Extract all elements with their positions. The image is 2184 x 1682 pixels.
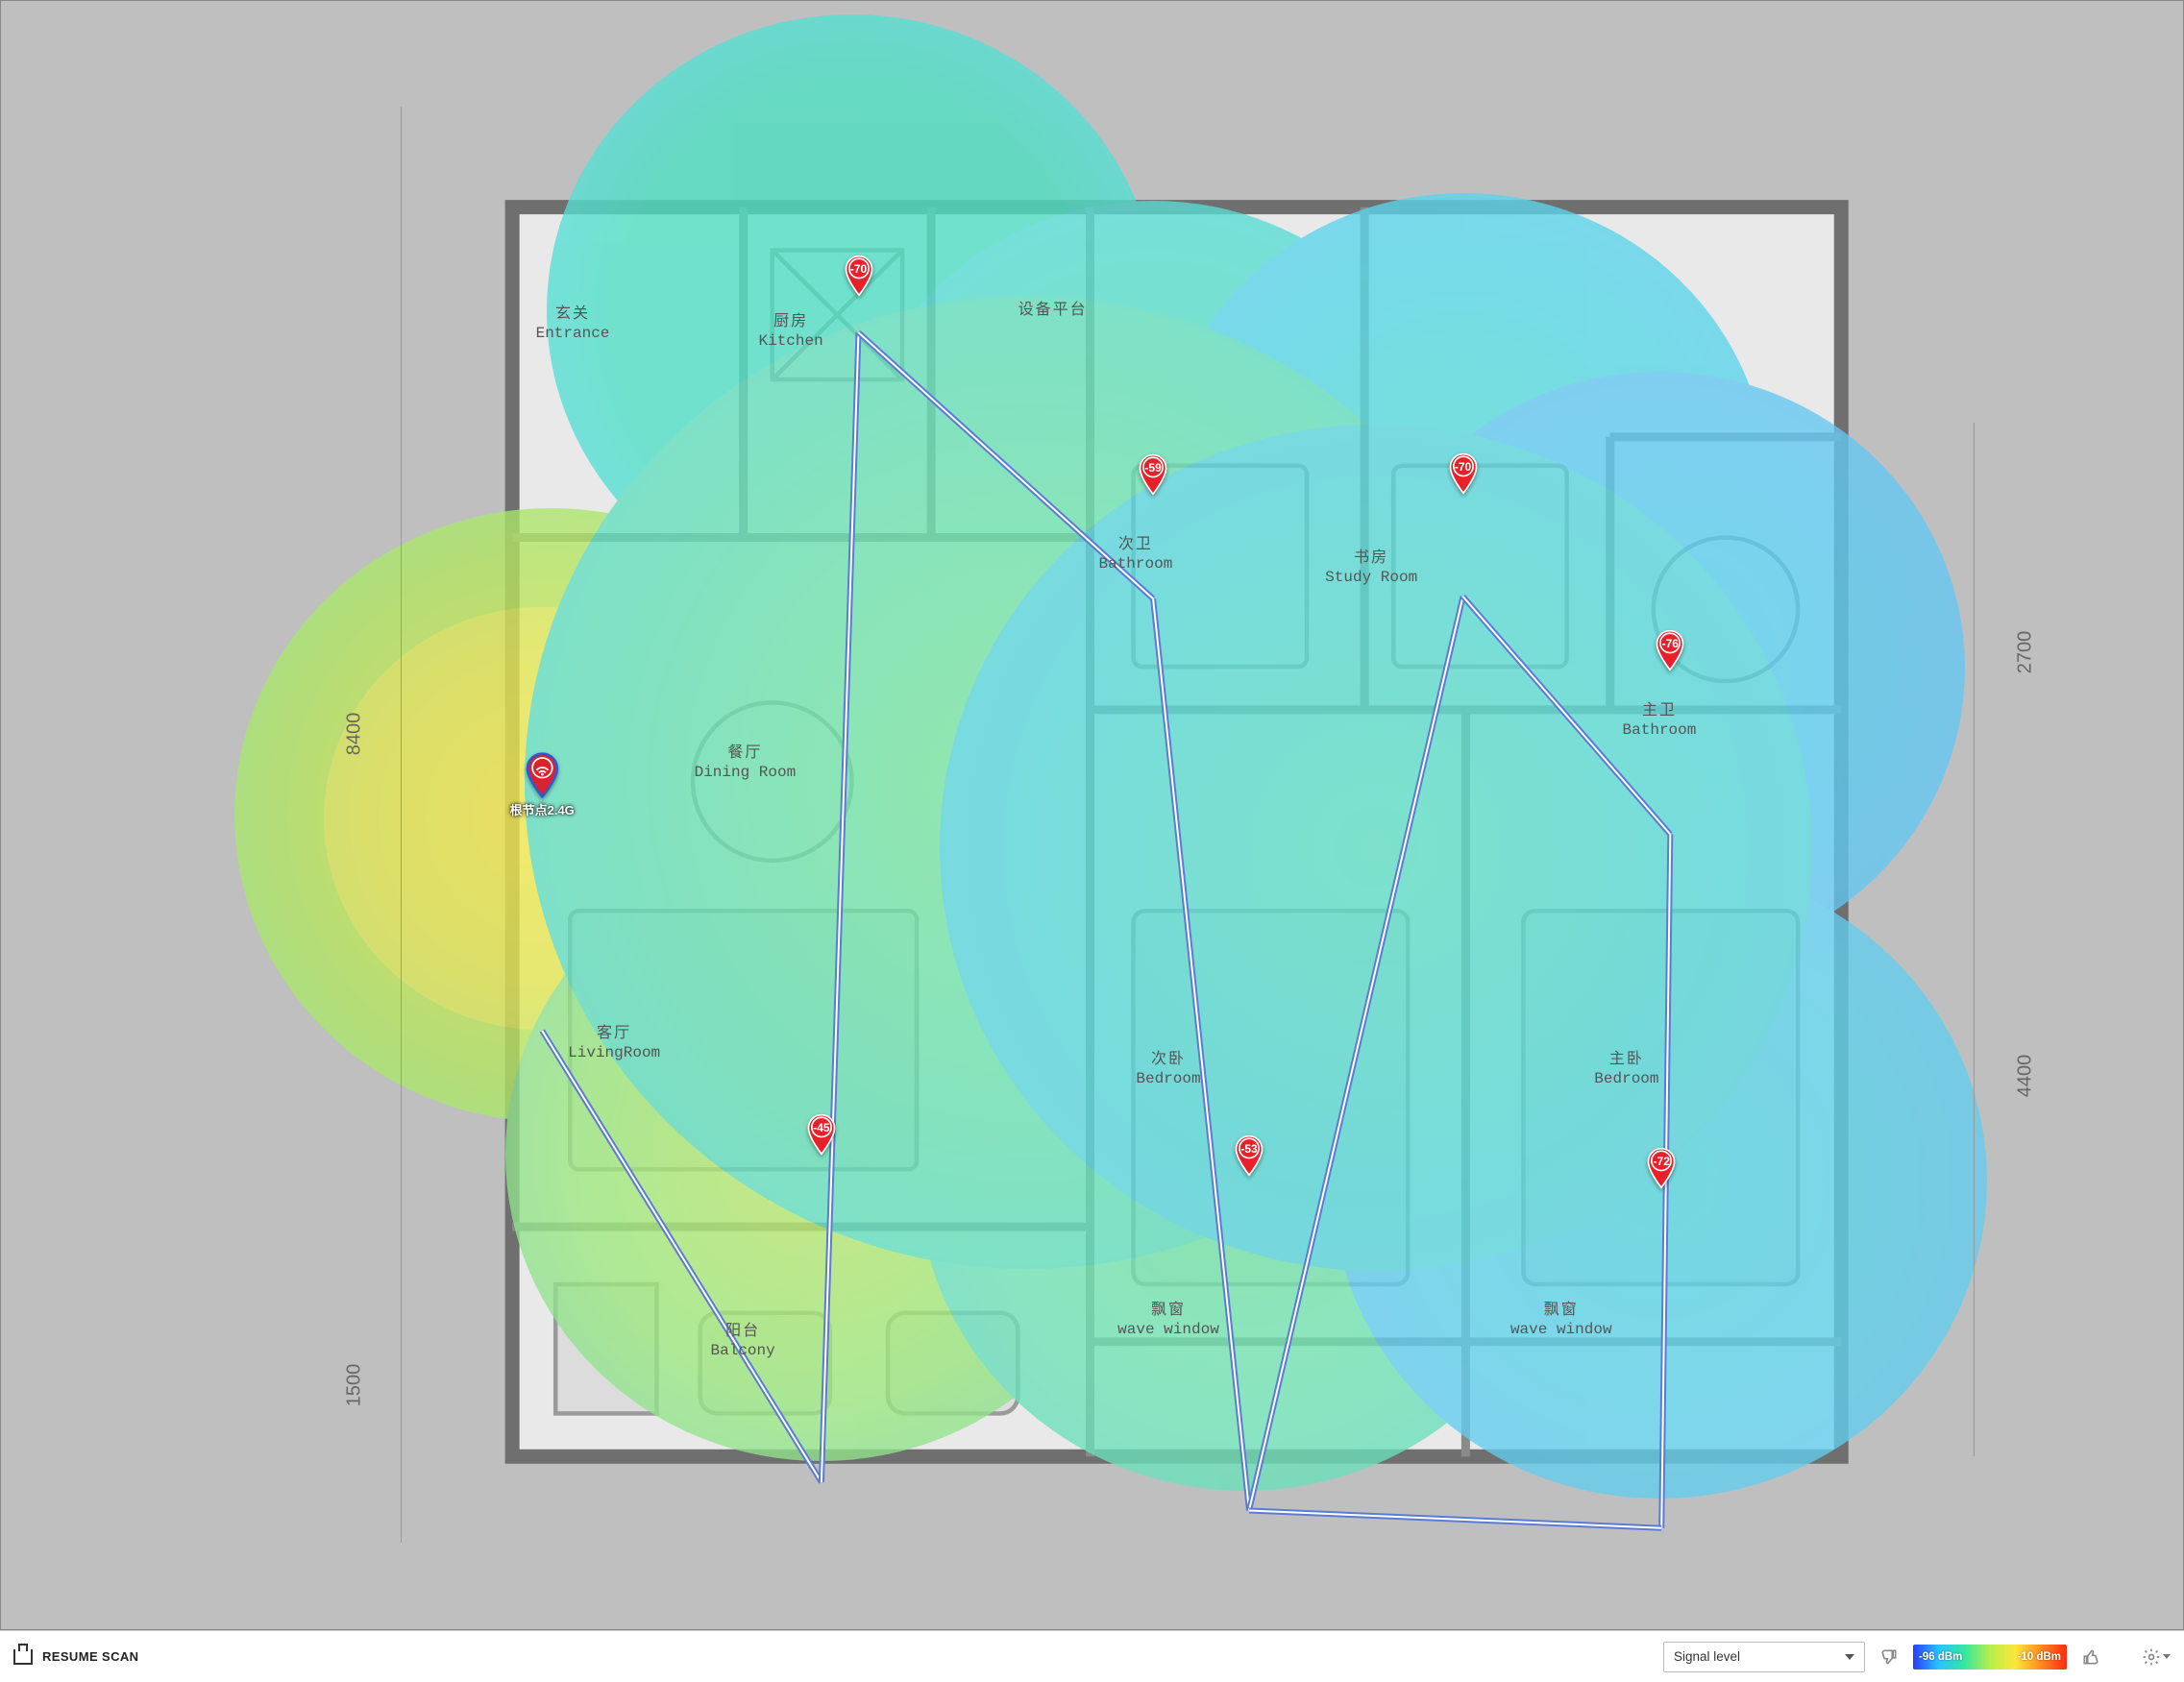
signal-marker-value: -45 xyxy=(805,1121,838,1134)
resume-scan-button[interactable]: RESUME SCAN xyxy=(13,1649,138,1665)
metric-select-label: Signal level xyxy=(1674,1649,1740,1664)
signal-marker-value: -70 xyxy=(1447,460,1480,474)
legend-min-label: -96 dBm xyxy=(1919,1651,1962,1663)
signal-marker[interactable]: -45 xyxy=(805,1113,838,1156)
metric-select[interactable]: Signal level xyxy=(1663,1642,1865,1672)
signal-marker[interactable]: -53 xyxy=(1233,1134,1265,1177)
signal-marker[interactable]: -76 xyxy=(1654,629,1686,671)
thumbs-down-button[interactable] xyxy=(1875,1643,1903,1671)
signal-marker[interactable]: -59 xyxy=(1137,453,1169,496)
resume-scan-label: RESUME SCAN xyxy=(42,1649,138,1664)
thumbs-up-button[interactable] xyxy=(2076,1643,2105,1671)
signal-marker-value: -53 xyxy=(1233,1142,1265,1156)
signal-marker-value: -76 xyxy=(1654,637,1686,650)
chevron-down-icon xyxy=(1845,1654,1854,1660)
gear-icon xyxy=(2142,1647,2161,1667)
app-root: 根节点2.4G-70-59-70-76-45-53-72玄关Entrance厨房… xyxy=(0,0,2184,1682)
signal-marker-value: -72 xyxy=(1645,1155,1678,1168)
bottom-toolbar: RESUME SCAN Signal level -96 dBm -10 dBm xyxy=(0,1630,2184,1682)
clipboard-icon xyxy=(13,1649,33,1665)
thumbs-up-icon xyxy=(2081,1647,2100,1667)
thumbs-down-icon xyxy=(1879,1647,1899,1667)
chevron-down-icon xyxy=(2163,1654,2171,1659)
signal-marker[interactable]: -70 xyxy=(1447,452,1480,495)
access-point-label: 根节点2.4G xyxy=(510,800,575,818)
settings-button[interactable] xyxy=(2142,1647,2171,1667)
signal-marker[interactable]: -72 xyxy=(1645,1147,1678,1189)
signal-legend: -96 dBm -10 dBm xyxy=(1913,1645,2067,1670)
legend-max-label: -10 dBm xyxy=(2018,1651,2061,1663)
heatmap-overlay xyxy=(1,1,2183,1629)
heatmap-canvas[interactable]: 根节点2.4G-70-59-70-76-45-53-72玄关Entrance厨房… xyxy=(0,0,2184,1630)
signal-marker[interactable]: -70 xyxy=(843,255,875,297)
signal-marker-value: -59 xyxy=(1137,461,1169,475)
signal-marker-value: -70 xyxy=(843,262,875,276)
access-point-marker[interactable]: 根节点2.4G xyxy=(510,752,575,818)
